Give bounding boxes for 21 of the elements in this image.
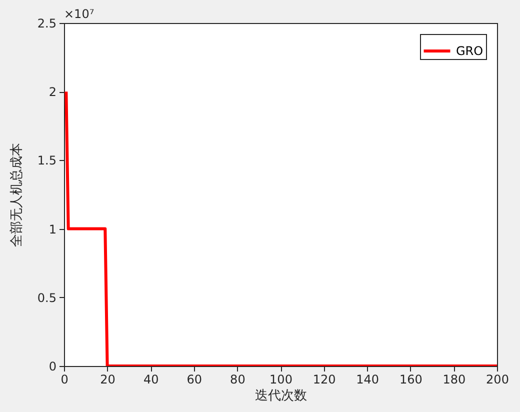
x-tick-label: 180 xyxy=(442,372,466,386)
x-tick-label: 100 xyxy=(270,372,292,386)
x-tick-label: 20 xyxy=(100,372,116,386)
y-tick-label: 0 xyxy=(48,360,56,374)
y-axis-title: 全部无人机总成本 xyxy=(9,143,24,247)
x-tick-label: 80 xyxy=(230,372,246,386)
y-tick-label: 2.5 xyxy=(37,16,56,30)
x-tick-label: 60 xyxy=(186,372,202,386)
x-tick-label: 140 xyxy=(356,372,380,386)
text: ×10⁷ xyxy=(64,7,94,21)
y-tick-label: 1.5 xyxy=(37,154,56,168)
x-tick-label: 160 xyxy=(399,372,422,386)
x-tick-label: 120 xyxy=(312,372,336,386)
y-tick-label: 0.5 xyxy=(37,290,56,305)
x-axis-title: 迭代次数 xyxy=(255,388,307,404)
x-tick-label: 0 xyxy=(60,372,68,386)
y-tick-label: 1 xyxy=(48,222,56,236)
x-tick-label: 40 xyxy=(143,372,159,386)
x-tick-label: 200 xyxy=(486,372,509,386)
y-tick-label: 2 xyxy=(48,85,56,100)
legend-label: GRO xyxy=(456,44,484,58)
